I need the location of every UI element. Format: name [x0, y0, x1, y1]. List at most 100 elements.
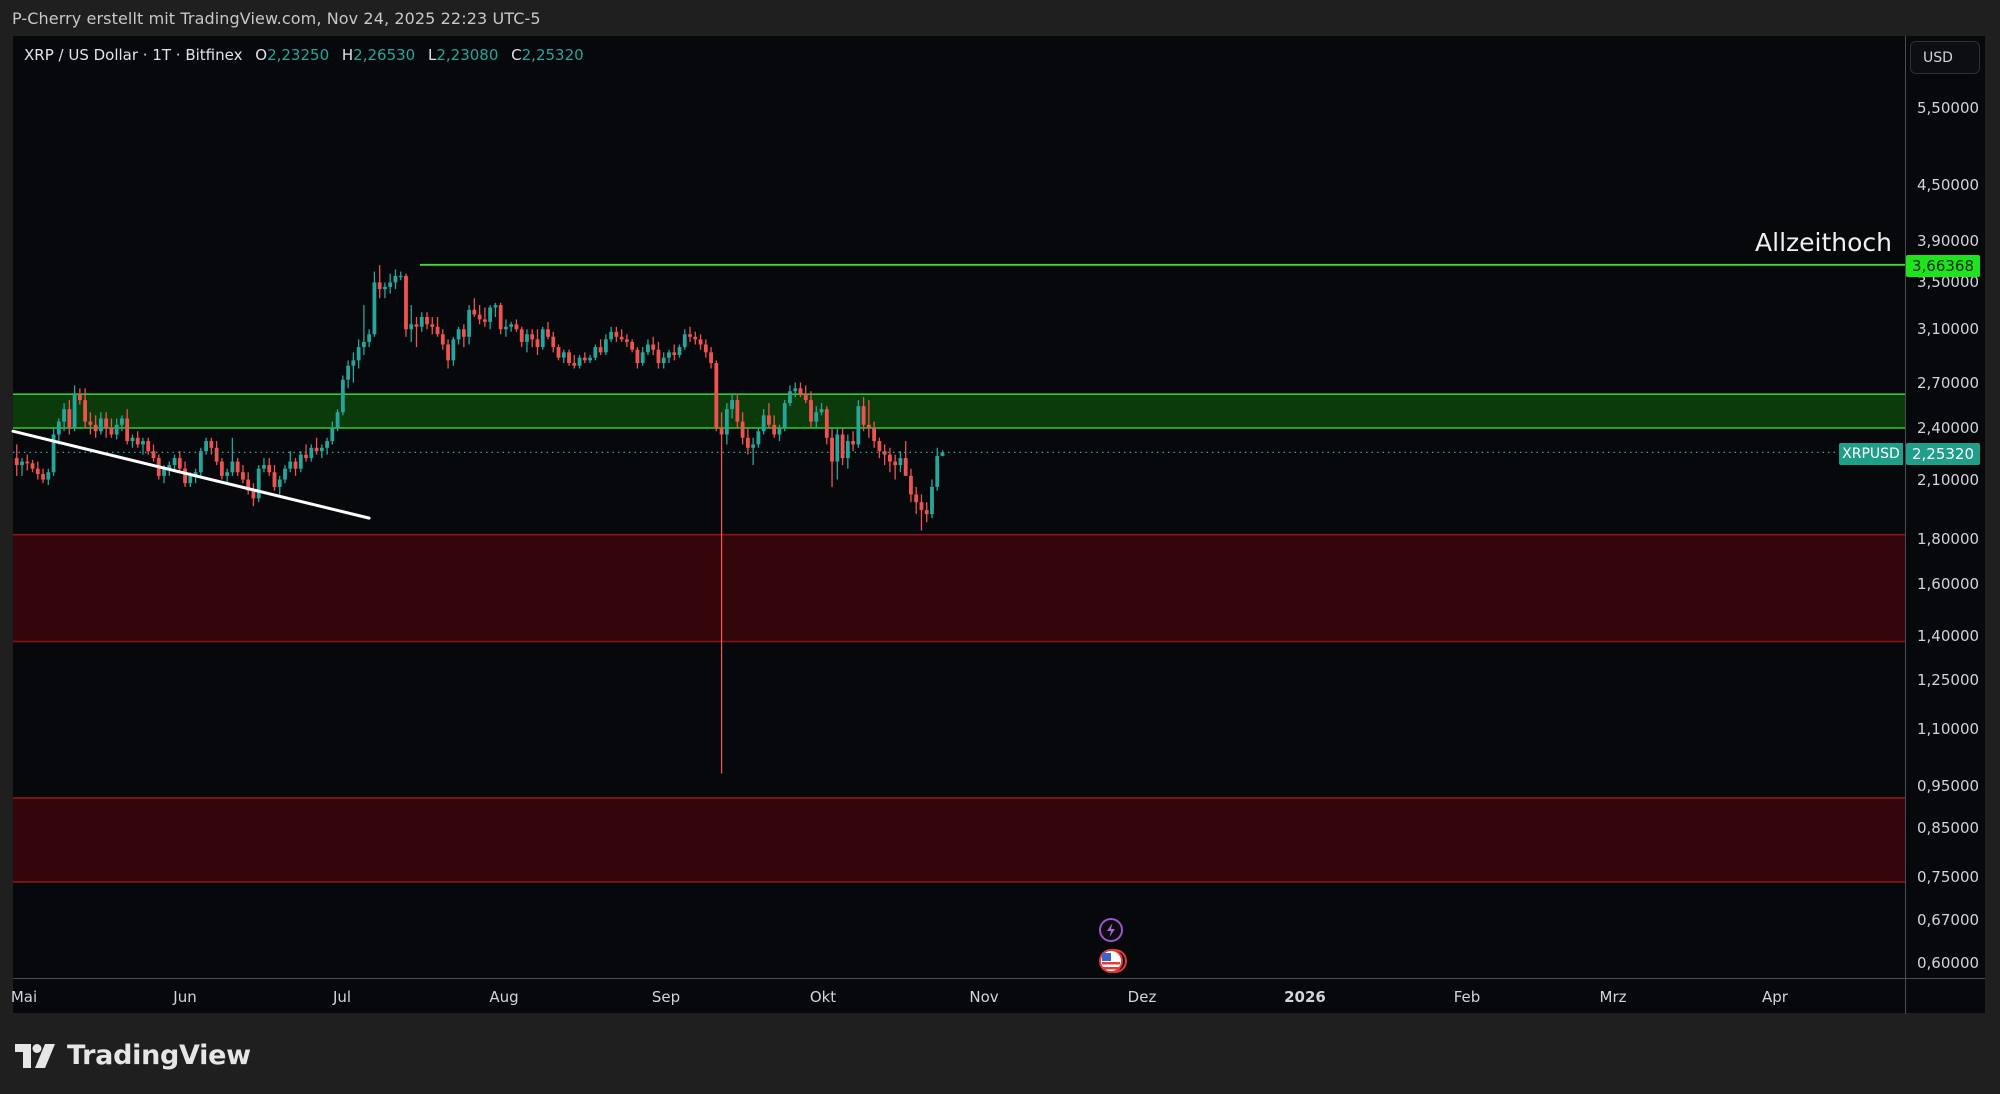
candle	[272, 472, 277, 487]
price-tick-label: 2,10000	[1917, 470, 1980, 489]
candle	[872, 428, 877, 442]
candle	[877, 441, 882, 452]
red-zone-2[interactable]	[13, 797, 1905, 882]
candle	[835, 434, 840, 462]
candle	[688, 334, 692, 337]
candle	[451, 339, 456, 361]
time-tick-label: Feb	[1453, 988, 1481, 1006]
tradingview-logo-icon	[15, 1043, 55, 1068]
candle	[772, 424, 777, 435]
time-tick-label: Okt	[809, 988, 837, 1006]
candle	[46, 472, 51, 480]
price-tick-label: 0,60000	[1917, 953, 1980, 972]
candle	[377, 282, 382, 290]
candle	[777, 428, 782, 435]
time-axis[interactable]	[13, 978, 1985, 1014]
candle	[372, 282, 377, 335]
high-value: 2,26530	[353, 46, 416, 64]
candle	[619, 336, 624, 340]
trendline[interactable]	[11, 429, 371, 520]
candle	[67, 409, 72, 428]
candle	[109, 428, 114, 435]
candle	[888, 454, 892, 462]
candle	[577, 357, 582, 366]
candle	[672, 352, 677, 355]
candle	[30, 463, 35, 469]
candle	[25, 461, 30, 464]
candle	[767, 415, 771, 425]
candle	[225, 472, 230, 476]
candle	[735, 400, 740, 422]
candle	[756, 431, 761, 445]
candle	[882, 451, 887, 455]
symbol-price-tag: XRPUSD	[1839, 443, 1903, 465]
close-value: 2,25320	[521, 46, 584, 64]
time-tick-label: Apr	[1762, 988, 1788, 1006]
candle	[446, 344, 450, 361]
candle	[509, 324, 514, 327]
candle	[640, 352, 645, 364]
price-tick-label: 1,25000	[1917, 670, 1980, 689]
candle	[104, 418, 109, 428]
candle	[456, 329, 461, 340]
candle	[656, 349, 661, 364]
time-tick-label: Jul	[332, 988, 352, 1006]
candle	[930, 486, 934, 515]
us-flag-event-icon[interactable]	[1096, 947, 1130, 979]
green-zone-0[interactable]	[13, 394, 1905, 428]
candle	[761, 415, 766, 432]
candle	[346, 365, 351, 380]
candle	[141, 441, 145, 445]
candle	[277, 479, 282, 487]
price-axis[interactable]	[1905, 36, 1986, 978]
candle	[398, 275, 403, 278]
candle	[493, 305, 498, 308]
candle	[866, 424, 871, 428]
candle	[393, 275, 398, 283]
candle	[283, 468, 287, 480]
currency-button[interactable]: USD	[1910, 41, 1980, 74]
candle	[935, 455, 940, 487]
candle	[62, 409, 66, 422]
candle	[903, 458, 908, 476]
candle	[251, 490, 256, 499]
candle	[467, 309, 471, 337]
time-tick-label: Mrz	[1599, 988, 1627, 1006]
candle	[77, 394, 82, 401]
time-tick-label: 2026	[1284, 988, 1326, 1006]
candle	[362, 341, 366, 348]
time-tick-label: Jun	[173, 988, 197, 1006]
candle	[809, 400, 813, 422]
red-zone-1[interactable]	[13, 534, 1905, 642]
low-label: L	[427, 46, 437, 64]
candle	[356, 347, 361, 361]
candle	[625, 339, 629, 342]
candle	[235, 461, 240, 473]
candle	[193, 472, 198, 476]
price-tick-label: 3,10000	[1917, 320, 1980, 339]
candle	[214, 447, 219, 462]
candle	[677, 347, 682, 355]
candle	[340, 379, 345, 413]
candle	[209, 441, 214, 448]
candles-layer	[14, 265, 945, 774]
axis-corner-divider	[1905, 979, 1906, 1014]
price-tick-label: 2,70000	[1917, 373, 1980, 392]
candle	[824, 409, 829, 438]
candle	[177, 458, 182, 469]
candle	[430, 324, 435, 327]
candle	[709, 352, 713, 364]
candle	[635, 349, 640, 364]
candle	[598, 347, 603, 353]
candle	[614, 331, 619, 337]
candle	[698, 339, 703, 345]
symbol-title[interactable]: XRP / US Dollar · 1T · Bitfinex	[24, 46, 243, 64]
price-tick-label: 1,40000	[1917, 626, 1980, 645]
candle	[861, 406, 866, 425]
candle	[367, 334, 372, 342]
lightning-event-icon[interactable]	[1098, 917, 1124, 947]
candle	[461, 329, 466, 337]
time-tick-label: Nov	[969, 988, 999, 1006]
candle	[204, 441, 208, 452]
